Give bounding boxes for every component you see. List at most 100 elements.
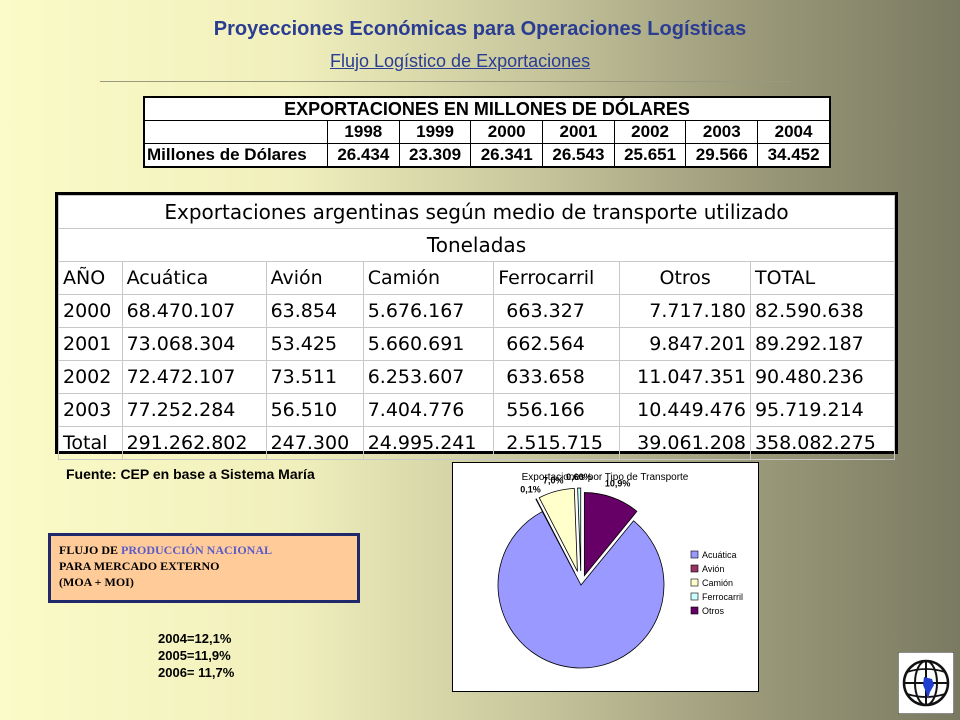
table-row: 2002 72.472.107 73.511 6.253.607 633.658…: [58, 360, 896, 394]
transport-table-frame: Exportaciones argentinas según medio de …: [55, 192, 898, 460]
exports-table-title: EXPORTACIONES EN MILLONES DE DÓLARES: [143, 96, 831, 121]
pie-slice-ferrocarril: [577, 487, 582, 572]
cell: 2.515.715: [493, 426, 621, 460]
globe-logo-icon: [898, 652, 954, 714]
value-cell: 26.543: [542, 143, 615, 168]
legend-label: Acuática: [702, 550, 737, 560]
value-cell: 23.309: [398, 143, 472, 168]
year-cell: 1999: [398, 120, 472, 144]
cell: 68.470.107: [121, 294, 267, 328]
year-cell: 1998: [327, 120, 400, 144]
value-cell: 29.566: [685, 143, 759, 168]
year-cell: 2003: [685, 120, 759, 144]
cell: 6.253.607: [362, 360, 495, 394]
header-cell: TOTAL: [749, 261, 896, 295]
legend-label: Camión: [702, 578, 733, 588]
legend-swatch: [690, 592, 699, 601]
flow-info-box: FLUJO DE PRODUCCIÓN NACIONAL PARA MERCAD…: [48, 533, 360, 603]
cell: 556.166: [493, 393, 621, 427]
cell: 662.564: [493, 327, 621, 361]
cell: 2003: [58, 393, 123, 427]
transport-table-unit: Toneladas: [58, 228, 895, 262]
source-note: Fuente: CEP en base a Sistema María: [66, 466, 315, 482]
legend-swatch: [690, 578, 699, 587]
cell: 90.480.236: [749, 360, 896, 394]
exports-years-row: 1998 1999 2000 2001 2002 2003 2004: [143, 120, 831, 144]
cell: 2000: [58, 294, 123, 328]
cell: 63.854: [265, 294, 364, 328]
transport-header-row: AÑO Acuática Avión Camión Ferrocarril Ot…: [58, 261, 896, 295]
pie-slice-acuática: [497, 511, 665, 669]
transport-table-title: Exportaciones argentinas según medio de …: [58, 195, 895, 229]
cell: 89.292.187: [749, 327, 896, 361]
year-cell: 2000: [470, 120, 544, 144]
pie-chart-panel: Exportaciones por Tipo de Transporte81,3…: [452, 462, 759, 692]
cell: 5.676.167: [362, 294, 495, 328]
page-title: Proyecciones Económicas para Operaciones…: [213, 18, 747, 40]
pie-slice-camión: [538, 488, 578, 572]
rate-line: 2004=12,1%: [158, 631, 232, 646]
cell: 95.719.214: [749, 393, 896, 427]
exports-table: EXPORTACIONES EN MILLONES DE DÓLARES 199…: [143, 96, 831, 168]
table-row: 2000 68.470.107 63.854 5.676.167 663.327…: [58, 294, 896, 328]
flow-line1a: FLUJO DE: [59, 543, 122, 557]
year-cell: 2002: [613, 120, 687, 144]
growth-rates: 2004=12,1% 2005=11,9% 2006= 11,7%: [158, 630, 234, 681]
cell: 24.995.241: [362, 426, 495, 460]
header-cell: Acuática: [121, 261, 267, 295]
year-cell: 2001: [542, 120, 615, 144]
legend-label: Otros: [702, 606, 725, 616]
cell: 663.327: [493, 294, 621, 328]
cell: 11.047.351: [619, 360, 751, 394]
page-subtitle-link[interactable]: Flujo Logístico de Exportaciones: [330, 51, 591, 71]
cell: 73.068.304: [121, 327, 267, 361]
flow-line2: PARA MERCADO EXTERNO: [59, 559, 220, 573]
cell: 5.660.691: [362, 327, 495, 361]
header-cell: Camión: [362, 261, 495, 295]
rate-line: 2005=11,9%: [158, 648, 231, 663]
legend-swatch: [690, 606, 699, 615]
legend-label: Ferrocarril: [702, 592, 743, 602]
cell: 39.061.208: [619, 426, 751, 460]
cell: 358.082.275: [749, 426, 896, 460]
year-cell: 2004: [757, 120, 831, 144]
cell: 291.262.802: [121, 426, 267, 460]
cell: 7.717.180: [619, 294, 751, 328]
cell: 56.510: [265, 393, 364, 427]
cell: 7.404.776: [362, 393, 495, 427]
cell: 82.590.638: [749, 294, 896, 328]
table-row: 2003 77.252.284 56.510 7.404.776 556.166…: [58, 393, 896, 427]
chart-title: Exportaciones por Tipo de Transporte: [522, 472, 689, 483]
pie-data-label: 10,9%: [605, 478, 631, 488]
cell: Total: [58, 426, 123, 460]
pie-data-label: 7,0%: [543, 476, 564, 486]
cell: 633.658: [493, 360, 621, 394]
flow-line3: (MOA + MOI): [59, 575, 134, 589]
pie-chart: Exportaciones por Tipo de Transporte81,3…: [497, 472, 743, 669]
exports-values-row: Millones de Dólares 26.434 23.309 26.341…: [143, 143, 831, 168]
cell: 53.425: [265, 327, 364, 361]
value-cell: 34.452: [757, 143, 831, 168]
pie-data-label: 0,1%: [520, 484, 541, 494]
cell: 10.449.476: [619, 393, 751, 427]
pie-slice-otros: [583, 492, 638, 577]
legend-swatch: [690, 564, 699, 573]
pie-slice-avión: [535, 498, 575, 573]
header-cell: Otros: [619, 261, 751, 295]
header-cell: AÑO: [58, 261, 123, 295]
cell: 73.511: [265, 360, 364, 394]
cell: 2001: [58, 327, 123, 361]
title-divider: [100, 81, 790, 82]
exports-corner-cell: [143, 120, 328, 144]
flow-line1b: PRODUCCIÓN NACIONAL: [121, 543, 273, 557]
table-row: 2001 73.068.304 53.425 5.660.691 662.564…: [58, 327, 896, 361]
legend-label: Avión: [702, 564, 724, 574]
cell: 247.300: [265, 426, 364, 460]
cell: 77.252.284: [121, 393, 267, 427]
exports-row-label: Millones de Dólares: [143, 143, 328, 168]
rate-line: 2006= 11,7%: [158, 665, 235, 680]
cell: 72.472.107: [121, 360, 267, 394]
cell: 9.847.201: [619, 327, 751, 361]
value-cell: 26.434: [327, 143, 400, 168]
value-cell: 26.341: [470, 143, 544, 168]
